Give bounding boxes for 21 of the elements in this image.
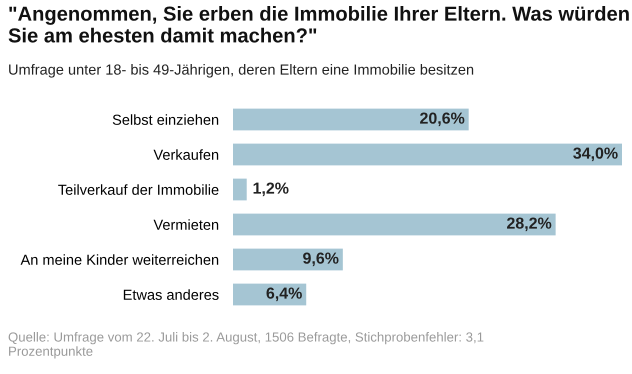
y-tick-label: Selbst einziehen: [112, 114, 218, 125]
chart-subtitle: Umfrage unter 18- bis 49-Jährigen, deren Eltern eine Immobilie besitzen: [9, 64, 474, 78]
y-tick-label: Etwas anderes: [124, 289, 219, 300]
bar: [233, 144, 622, 166]
y-tick-label: Teilverkauf der Immobilie: [58, 184, 218, 195]
data-label: 6,4%: [266, 287, 302, 302]
data-label: 9,6%: [303, 252, 339, 266]
data-label: 20,6%: [420, 112, 464, 126]
bar: [233, 284, 306, 306]
y-tick-label: An meine Kinder weiterreichen: [20, 254, 218, 265]
bar: [233, 178, 247, 200]
chart-title: "Angenommen, Sie erben die Immobilie Ihrer Eltern. Was würden Sie am ehesten damit machen?": [8, 6, 629, 43]
bar: [233, 214, 556, 236]
y-tick-label: Vermieten: [154, 219, 218, 230]
bar: [233, 108, 469, 130]
data-label: 1,2%: [254, 182, 289, 196]
source-note: Quelle: Umfrage vom 22. Juli bis 2. August, 1506 Befragte, Stichprobenfehler: 3,1 Prozentpunkte: [8, 332, 484, 359]
y-tick-label: Verkaufen: [154, 149, 218, 160]
bar: [233, 248, 343, 270]
data-label: 28,2%: [507, 217, 552, 232]
data-label: 34,0%: [573, 147, 618, 162]
